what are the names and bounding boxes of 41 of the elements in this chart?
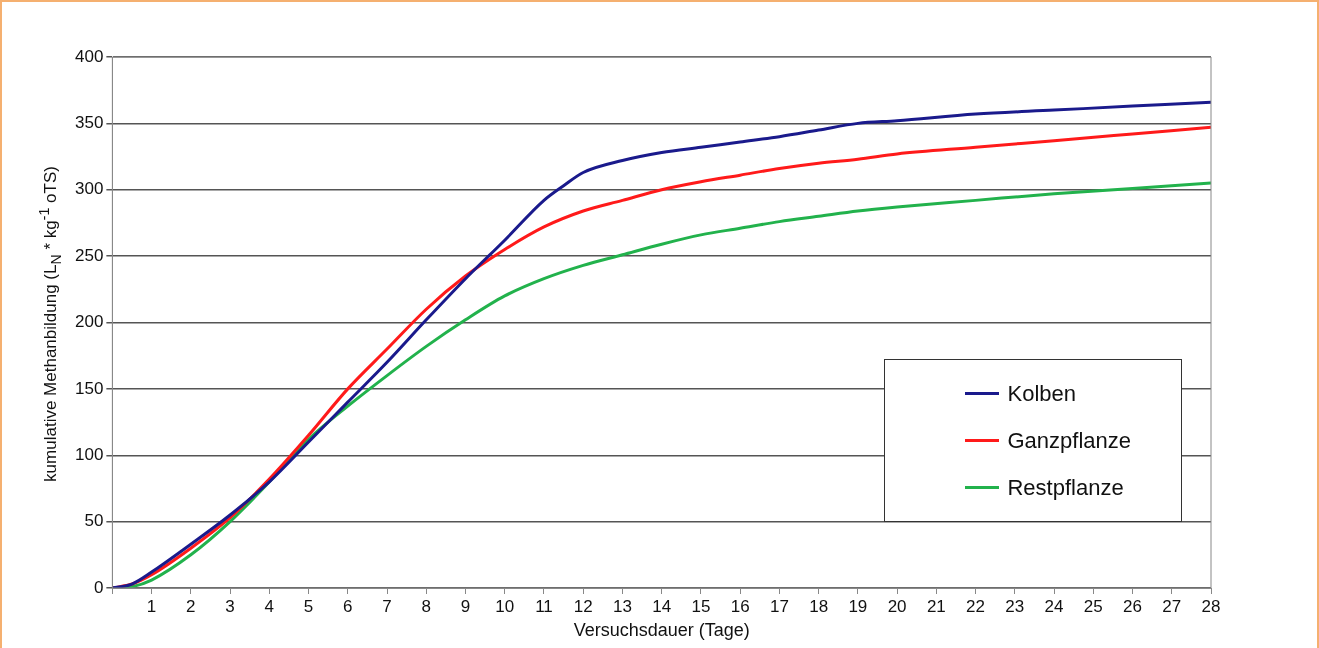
x-tick-label: 23 <box>1005 596 1025 616</box>
y-tick-label: 200 <box>74 312 104 332</box>
x-tick-label: 21 <box>926 596 946 616</box>
legend-label: Ganzpflanze <box>1007 427 1131 454</box>
x-tick-label: 19 <box>848 596 868 616</box>
x-tick-label: 12 <box>573 596 593 616</box>
x-tick-label: 28 <box>1201 596 1221 616</box>
x-tick-label: 1 <box>146 596 157 616</box>
x-tick-label: 20 <box>887 596 907 616</box>
x-tick-label: 14 <box>652 596 672 616</box>
y-tick-label: 50 <box>84 511 104 531</box>
x-tick-label: 9 <box>460 596 471 616</box>
y-tick-label: 300 <box>74 179 104 199</box>
x-tick-label: 26 <box>1123 596 1142 616</box>
x-tick-label: 5 <box>303 596 314 616</box>
x-tick-label: 2 <box>186 596 196 616</box>
y-tick-label: 250 <box>74 245 104 265</box>
x-tick-label: 25 <box>1083 596 1103 616</box>
x-tick-label: 7 <box>382 596 392 616</box>
x-tick-label: 11 <box>535 596 553 616</box>
x-tick-label: 22 <box>966 596 986 616</box>
legend-label: Restpflanze <box>1007 474 1124 501</box>
x-tick-label: 17 <box>769 596 789 616</box>
x-tick-label: 8 <box>421 596 431 616</box>
y-tick-label: 0 <box>93 577 104 597</box>
x-tick-label: 10 <box>495 596 515 616</box>
x-tick-label: 4 <box>264 596 275 616</box>
y-tick-label: 150 <box>74 378 104 398</box>
y-tick-label: 400 <box>74 46 104 66</box>
y-tick-label: 100 <box>74 444 104 464</box>
x-tick-label: 6 <box>343 596 353 616</box>
x-tick-label: 15 <box>691 596 711 616</box>
x-tick-label: 13 <box>612 596 632 616</box>
x-tick-label: 27 <box>1162 596 1182 616</box>
x-tick-label: 3 <box>225 596 235 616</box>
x-tick-label: 18 <box>809 596 829 616</box>
x-tick-label: 24 <box>1044 596 1064 616</box>
x-tick-label: 16 <box>730 596 750 616</box>
legend-label: Kolben <box>1007 380 1076 407</box>
y-tick-label: 350 <box>74 113 104 133</box>
x-axis-title: Versuchsdauer (Tage) <box>573 620 750 641</box>
